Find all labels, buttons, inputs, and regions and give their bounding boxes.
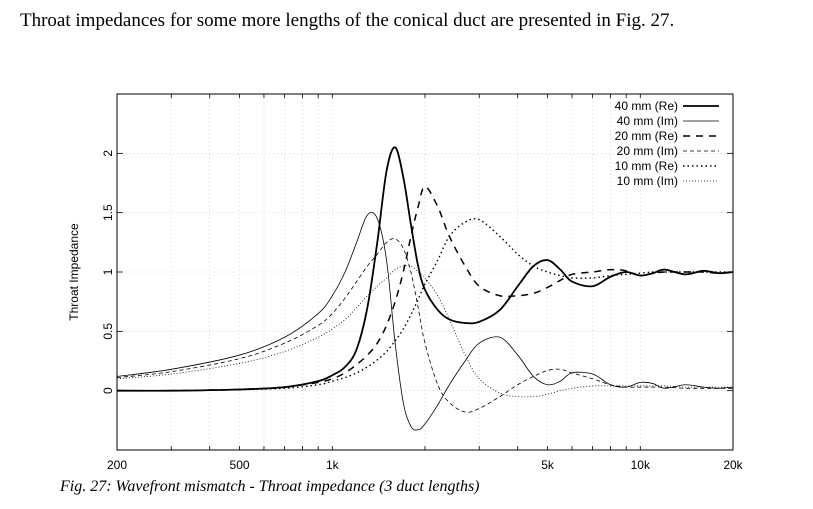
y-tick-label: 0 — [101, 387, 115, 394]
tick-layer: 0 0.5 1 1.5 2 200 500 1k 5k 10k 20k — [101, 94, 744, 472]
series-layer — [116, 146, 734, 431]
figure-caption: Fig. 27: Wavefront mismatch - Throat imp… — [60, 478, 480, 495]
legend-label: 20 mm (Re) — [615, 129, 678, 143]
x-tick-label: 200 — [107, 458, 127, 472]
legend: 40 mm (Re)40 mm (Im)20 mm (Re)20 mm (Im)… — [615, 99, 719, 188]
x-tick-label: 5k — [541, 458, 555, 472]
series-line-2 — [116, 185, 734, 392]
intro-paragraph: Throat impedances for some more lengths … — [20, 10, 675, 31]
x-tick-label: 500 — [230, 458, 250, 472]
series-line-5 — [116, 265, 733, 398]
y-tick-label: 1 — [101, 268, 115, 275]
legend-label: 40 mm (Re) — [615, 99, 678, 113]
series-line-1 — [116, 212, 734, 431]
y-axis-label: Throat Impedance — [67, 223, 81, 321]
x-tick-label: 10k — [631, 458, 651, 472]
legend-label: 20 mm (Im) — [617, 144, 678, 158]
legend-label: 10 mm (Im) — [617, 174, 678, 188]
y-tick-label: 2 — [101, 150, 115, 157]
y-tick-label: 0.5 — [101, 323, 115, 340]
x-tick-label: 1k — [326, 458, 340, 472]
legend-label: 40 mm (Im) — [617, 114, 678, 128]
y-tick-label: 1.5 — [101, 204, 115, 221]
series-line-0 — [116, 146, 734, 392]
series-line-3 — [116, 238, 733, 413]
x-tick-label: 20k — [723, 458, 743, 472]
legend-label: 10 mm (Re) — [615, 159, 678, 173]
